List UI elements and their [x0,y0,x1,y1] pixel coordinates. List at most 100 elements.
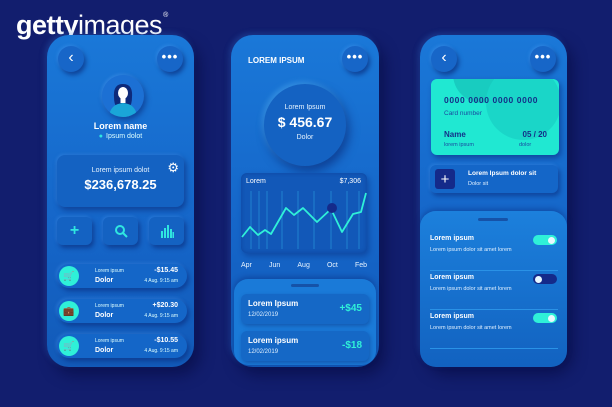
card-number: 0000 0000 0000 0000 [444,95,539,105]
x-label: Feb [354,262,367,269]
stats-button[interactable] [149,217,184,245]
chevron-left-icon: ‹ [441,49,447,66]
cart-icon: 🛒 [59,266,79,286]
watermark-logo: gettyimages® [16,12,168,39]
setting-desc: Lorem ipsum dolor sit amet lorem [430,286,512,292]
x-label: Oct [326,262,338,269]
bar-chart-icon [160,225,174,238]
watermark-light: images [78,10,163,40]
summary-circle: Lorem Ipsum $ 456.67 Dolor [264,84,346,166]
card-expiry: 05 / 20 [522,130,547,139]
transaction-date: 4 Aug. 9:15 am [144,313,178,319]
watermark-mark: ® [163,12,168,19]
transaction-title: Lorem ipsum [95,268,124,274]
item-date: 12/02/2019 [248,312,279,318]
card-name: Name [444,130,466,139]
profile-name: Lorem name [93,121,148,131]
chart-value: $7,306 [339,178,361,185]
card-number-label: Card number [444,110,482,117]
x-label: Aug [297,262,310,269]
summary-label: Lorem Ipsum [284,104,326,111]
transaction-subtitle: Dolor [95,312,114,319]
chart-x-axis: Apr Jun Aug Oct Feb [241,262,367,269]
pin-icon: ● [98,133,104,140]
summary-amount: $ 456.67 [277,114,333,130]
credit-card[interactable]: 0000 0000 0000 0000 Card number Name lor… [431,79,559,155]
gear-icon[interactable]: ⚙ [167,160,179,175]
toggle-switch[interactable] [533,313,557,323]
setting-title: Lorem ipsum [430,313,474,320]
transaction-title: Lorem ipsum [95,338,124,344]
item-amount: +$45 [339,303,362,314]
more-icon: ••• [161,49,179,64]
plus-icon: + [435,169,455,189]
list-item[interactable]: Lorem ipsum 12/02/2019 -$18 [241,331,369,361]
item-amount: -$18 [341,340,362,351]
back-button[interactable]: ‹ [431,46,457,72]
more-icon: ••• [534,49,552,64]
setting-row: Lorem ipsum Lorem ipsum dolor sit amet l… [430,233,558,271]
transaction-row[interactable]: 💼 Lorem ipsum Dolor +$20.30 4 Aug. 9:15 … [57,299,187,323]
stats-screen: LOREM IPSUM ••• Lorem Ipsum $ 456.67 Dol… [231,35,379,367]
settings-sheet: Lorem ipsum Lorem ipsum dolor sit amet l… [420,211,567,367]
setting-title: Lorem ipsum [430,274,474,281]
chart-plot [241,191,367,249]
back-button[interactable]: ‹ [58,46,84,72]
setting-desc: Lorem ipsum dolor sit amet lorem [430,325,512,331]
transaction-subtitle: Dolor [95,277,114,284]
balance-card[interactable]: ⚙ Lorem ipsum dolot $236,678.25 [57,155,184,207]
watermark-bold: getty [16,10,79,40]
card-name-sub: lorem ipsum [444,142,474,148]
drag-handle[interactable] [291,284,319,287]
x-label: Apr [241,262,252,269]
item-date: 12/02/2019 [248,349,279,355]
item-title: Lorem Ipsum [248,299,299,308]
setting-row: Lorem ipsum Lorem ipsum dolor sit amet l… [430,272,558,310]
balance-amount: $236,678.25 [84,177,157,192]
card-screen: ‹ ••• 0000 0000 0000 0000 Card number Na… [420,35,567,367]
summary-sub: Dolor [296,134,314,141]
transaction-title: Lorem ipsum [95,303,124,309]
search-button[interactable] [103,217,138,245]
location-text: Ipsum dolot [106,133,143,140]
add-card-title: Lorem Ipsum dolor sit [468,170,537,177]
toggle-knob [548,236,555,244]
transaction-row[interactable]: 🛒 Lorem ipsum Dolor -$10.55 4 Aug. 9:15 … [57,334,187,358]
setting-row: Lorem ipsum Lorem ipsum dolor sit amet l… [430,311,558,349]
balance-label: Lorem ipsum dolot [91,167,150,174]
toggle-switch[interactable] [533,274,557,284]
transaction-row[interactable]: 🛒 Lorem ipsum Dolor -$15.45 4 Aug. 9:15 … [57,264,187,288]
profile-screen: ‹ ••• Lorem name ● Ipsum dolot ⚙ Lorem ip… [47,35,194,367]
chart-label: Lorem [246,178,266,185]
item-title: Lorem ipsum [248,336,299,345]
more-button[interactable]: ••• [530,46,556,72]
toggle-switch[interactable] [533,235,557,245]
profile-location: ● Ipsum dolot [47,133,194,140]
add-button[interactable]: + [57,217,92,245]
setting-title: Lorem ipsum [430,235,474,242]
more-button[interactable]: ••• [157,46,183,72]
line-chart[interactable]: Lorem $7,306 [241,173,367,253]
transaction-amount: +$20.30 [152,302,179,309]
transaction-subtitle: Dolor [95,347,114,354]
list-item[interactable]: Lorem Ipsum 12/02/2019 +$45 [241,294,369,324]
avatar[interactable] [102,75,144,117]
bottom-sheet: Lorem Ipsum 12/02/2019 +$45 Lorem ipsum … [234,279,376,365]
briefcase-icon: 💼 [59,301,79,321]
add-card-subtitle: Dolor sit [468,181,489,187]
more-button[interactable]: ••• [342,46,368,72]
add-card-button[interactable]: + Lorem Ipsum dolor sit Dolor sit [430,165,558,193]
cart-icon: 🛒 [59,336,79,356]
toggle-knob [548,314,555,322]
transaction-date: 4 Aug. 9:15 am [144,278,178,284]
x-label: Jun [269,262,281,269]
plus-icon: + [69,222,80,239]
page-title: LOREM IPSUM [248,56,305,65]
toggle-knob [535,275,542,283]
transaction-date: 4 Aug. 9:15 am [144,348,178,354]
card-decoration [486,79,559,140]
more-icon: ••• [346,49,364,64]
chevron-left-icon: ‹ [68,49,74,66]
transaction-amount: -$15.45 [154,267,178,274]
drag-handle[interactable] [478,218,508,221]
